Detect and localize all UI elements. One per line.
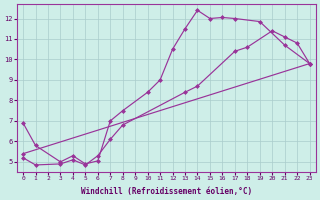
X-axis label: Windchill (Refroidissement éolien,°C): Windchill (Refroidissement éolien,°C) <box>81 187 252 196</box>
